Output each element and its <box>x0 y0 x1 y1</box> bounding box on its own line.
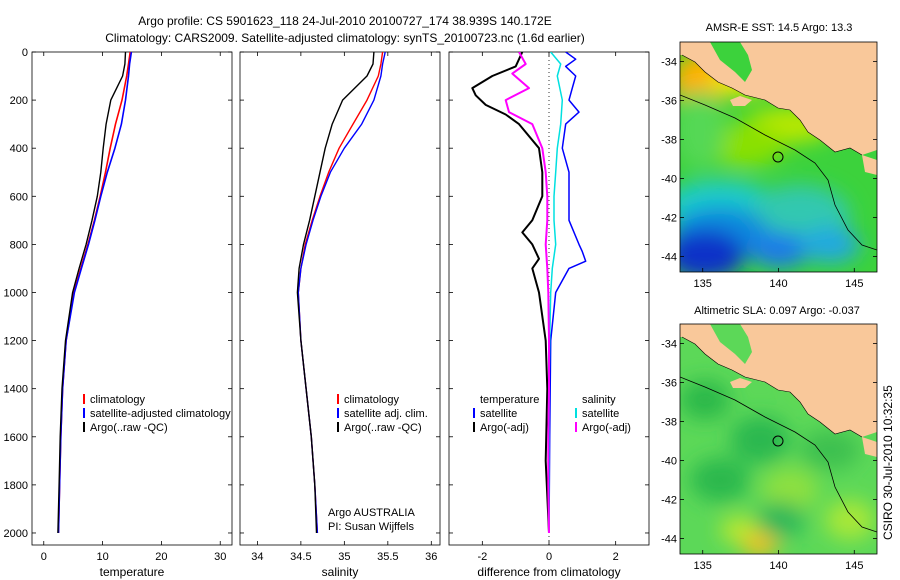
x-axis-label: temperature <box>100 565 165 579</box>
y-tick-label: 200 <box>10 95 28 107</box>
series-group-2 <box>471 52 587 534</box>
y-tick-label: 800 <box>10 239 28 251</box>
y-tick-label: 1400 <box>4 384 28 396</box>
x-tick-label: 10 <box>96 551 108 563</box>
sst-y-tick-label: -36 <box>661 95 677 107</box>
legend-temp-sat-label: satellite-adjusted climatology <box>90 408 231 420</box>
y-tick-label: 400 <box>10 143 28 155</box>
sla-argo-marker <box>772 435 784 447</box>
x-tick-label: 35.5 <box>377 551 398 563</box>
legend-sal-clim-label: climatology <box>344 394 400 406</box>
title-line2: Climatology: CARS2009. Satellite-adjuste… <box>105 31 585 45</box>
y-tick-label: 0 <box>22 47 28 59</box>
x-tick-label: 34 <box>251 551 263 563</box>
legend-diff-temp-sat-label: satellite <box>480 408 517 420</box>
series-line-salinity-argo-adj- <box>504 52 550 534</box>
series-line-climatology <box>297 52 384 534</box>
legend-temp-argo-label: Argo(..raw -QC) <box>90 422 168 434</box>
legend-sal-argo-label: Argo(..raw -QC) <box>344 422 422 434</box>
sst-x-tick-label: 140 <box>769 278 787 290</box>
annotation-argo-australia: Argo AUSTRALIA <box>328 507 415 519</box>
sst-y-tick-label: -40 <box>661 173 677 185</box>
series-line-temperature-satellite <box>548 52 587 534</box>
csiro-stamp: CSIRO 30-Jul-2010 10:32:35 <box>881 385 895 540</box>
sst-map <box>680 42 877 272</box>
sla-x-tick-label: 135 <box>694 560 712 572</box>
series-group-1 <box>296 52 386 534</box>
x-tick-label: 34.5 <box>290 551 311 563</box>
sla-x-tick-label: 145 <box>845 560 863 572</box>
series-line-argo-raw-qc- <box>57 52 127 534</box>
y-tick-label: 1600 <box>4 432 28 444</box>
title-line1: Argo profile: CS 5901623_118 24-Jul-2010… <box>138 14 551 28</box>
sla-map-title: Altimetric SLA: 0.097 Argo: -0.037 <box>694 305 860 317</box>
y-tick-label: 2000 <box>4 528 28 540</box>
x-tick-label: 0 <box>546 551 552 563</box>
x-tick-label: 30 <box>214 551 226 563</box>
sla-y-tick-label: -34 <box>661 338 677 350</box>
series-line-argo-raw-qc- <box>296 52 375 534</box>
sla-y-tick-label: -42 <box>661 494 677 506</box>
annotation-pi: PI: Susan Wijffels <box>328 521 414 533</box>
legend-sal-sat-label: satellite adj. clim. <box>344 408 428 420</box>
sla-y-tick-label: -36 <box>661 377 677 389</box>
sla-map <box>680 324 877 554</box>
y-tick-label: 1800 <box>4 480 28 492</box>
y-tick-label: 1200 <box>4 336 28 348</box>
sst-y-tick-label: -44 <box>661 251 677 263</box>
x-axis-label: salinity <box>322 565 359 579</box>
sst-y-tick-label: -34 <box>661 56 677 68</box>
sla-x-tick-label: 140 <box>769 560 787 572</box>
sst-x-tick-label: 135 <box>694 278 712 290</box>
legend-diff-temp-argo-label: Argo(-adj) <box>480 422 529 434</box>
series-line-temperature-argo-adj- <box>471 52 550 534</box>
x-tick-label: -2 <box>477 551 487 563</box>
sla-y-tick-label: -38 <box>661 416 677 428</box>
legend-diff-sal-title: salinity <box>582 394 616 406</box>
y-tick-label: 600 <box>10 191 28 203</box>
legend-temp-clim-label: climatology <box>90 394 146 406</box>
series-line-satellite-adjusted-climatology <box>57 52 133 534</box>
sst-x-tick-label: 145 <box>845 278 863 290</box>
sla-y-tick-label: -40 <box>661 455 677 467</box>
x-tick-label: 0 <box>41 551 47 563</box>
panel-frame-0 <box>31 51 233 546</box>
sst-argo-marker <box>772 151 784 163</box>
series-line-climatology <box>57 52 131 534</box>
legend-diff-sal-sat-label: satellite <box>582 408 619 420</box>
legend-diff-temp-title: temperature <box>480 394 539 406</box>
panel-frame-1 <box>239 51 441 546</box>
x-tick-label: 20 <box>155 551 167 563</box>
sst-y-tick-label: -42 <box>661 212 677 224</box>
y-tick-label: 1000 <box>4 287 28 299</box>
x-tick-label: 36 <box>425 551 437 563</box>
x-axis-label: difference from climatology <box>477 565 620 579</box>
series-line-satellite-adj-clim- <box>297 52 386 534</box>
x-tick-label: 2 <box>613 551 619 563</box>
sst-map-title: AMSR-E SST: 14.5 Argo: 13.3 <box>706 22 853 34</box>
sst-y-tick-label: -38 <box>661 134 677 146</box>
sla-y-tick-label: -44 <box>661 533 677 545</box>
legend-diff-sal-argo-label: Argo(-adj) <box>582 422 631 434</box>
x-tick-label: 35 <box>338 551 350 563</box>
series-group-0 <box>57 52 133 534</box>
